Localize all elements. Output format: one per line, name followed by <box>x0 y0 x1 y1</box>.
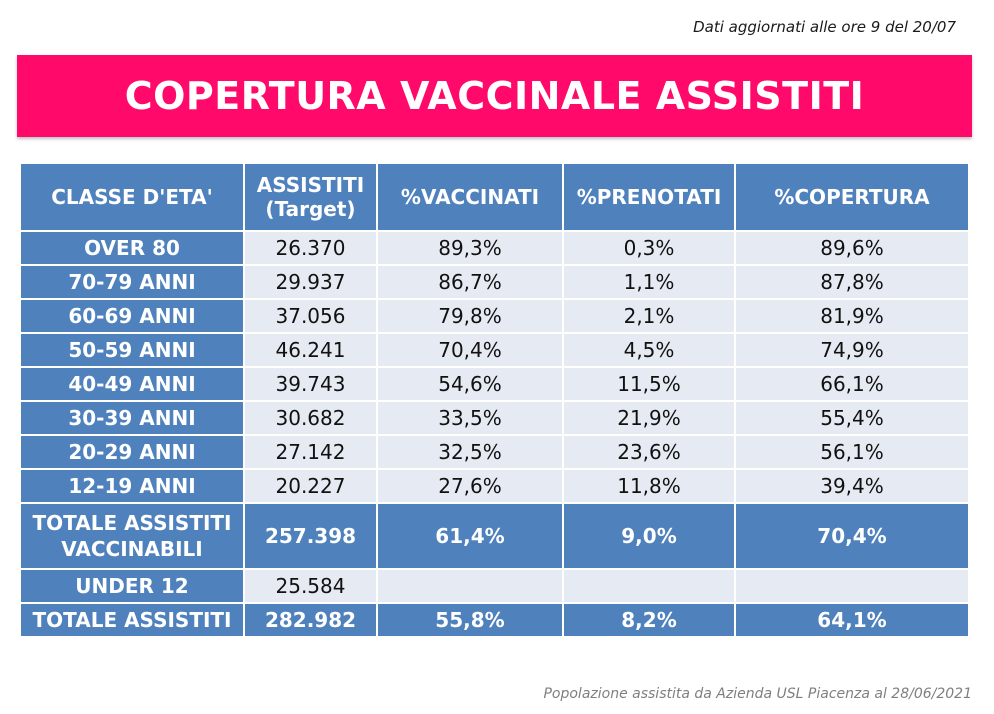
prenotati-cell: 1,1% <box>562 264 736 300</box>
total-vaccinabili-assistiti: 257.398 <box>243 502 378 570</box>
vaccinati-cell: 54,6% <box>376 366 564 402</box>
table-row: 70-79 ANNI 29.937 86,7% 1,1% 87,8% <box>19 264 970 300</box>
assistiti-cell: 46.241 <box>243 332 378 368</box>
header-age-class: CLASSE D'ETA' <box>19 162 245 232</box>
vaccinati-cell: 79,8% <box>376 298 564 334</box>
copertura-cell: 87,8% <box>734 264 970 300</box>
vaccinati-cell: 70,4% <box>376 332 564 368</box>
total-vaccinabili-row: TOTALE ASSISTITI VACCINABILI 257.398 61,… <box>19 502 970 570</box>
copertura-cell: 74,9% <box>734 332 970 368</box>
total-assistiti-label: TOTALE ASSISTITI <box>19 602 245 638</box>
prenotati-cell: 2,1% <box>562 298 736 334</box>
prenotati-cell: 4,5% <box>562 332 736 368</box>
under12-row: UNDER 12 25.584 <box>19 568 970 604</box>
copertura-cell: 39,4% <box>734 468 970 504</box>
prenotati-cell: 11,8% <box>562 468 736 504</box>
age-class-cell: OVER 80 <box>19 230 245 266</box>
total-assistiti-row: TOTALE ASSISTITI 282.982 55,8% 8,2% 64,1… <box>19 602 970 638</box>
header-row: CLASSE D'ETA' ASSISTITI (Target) %VACCIN… <box>19 162 970 232</box>
age-class-cell: 70-79 ANNI <box>19 264 245 300</box>
vaccinati-cell: 32,5% <box>376 434 564 470</box>
total-assistiti-prenotati: 8,2% <box>562 602 736 638</box>
table-row: 40-49 ANNI 39.743 54,6% 11,5% 66,1% <box>19 366 970 402</box>
assistiti-cell: 39.743 <box>243 366 378 402</box>
header-copertura: %COPERTURA <box>734 162 970 232</box>
age-class-cell: 20-29 ANNI <box>19 434 245 470</box>
table-row: 60-69 ANNI 37.056 79,8% 2,1% 81,9% <box>19 298 970 334</box>
header-assistiti-line2: (Target) <box>265 197 356 221</box>
assistiti-cell: 27.142 <box>243 434 378 470</box>
total-vaccinabili-label: TOTALE ASSISTITI VACCINABILI <box>19 502 245 570</box>
total-assistiti-assistiti: 282.982 <box>243 602 378 638</box>
page-title: COPERTURA VACCINALE ASSISTITI <box>124 74 865 118</box>
copertura-cell: 55,4% <box>734 400 970 436</box>
header-assistiti-line1: ASSISTITI <box>256 173 365 197</box>
copertura-cell: 81,9% <box>734 298 970 334</box>
assistiti-cell: 29.937 <box>243 264 378 300</box>
age-class-cell: 30-39 ANNI <box>19 400 245 436</box>
table-row: OVER 80 26.370 89,3% 0,3% 89,6% <box>19 230 970 266</box>
age-class-cell: 40-49 ANNI <box>19 366 245 402</box>
table-row: 50-59 ANNI 46.241 70,4% 4,5% 74,9% <box>19 332 970 368</box>
source-footnote: Popolazione assistita da Azienda USL Pia… <box>543 686 972 702</box>
vaccinati-cell: 86,7% <box>376 264 564 300</box>
total-vaccinabili-copertura: 70,4% <box>734 502 970 570</box>
header-assistiti: ASSISTITI (Target) <box>243 162 378 232</box>
total-assistiti-vaccinati: 55,8% <box>376 602 564 638</box>
assistiti-cell: 30.682 <box>243 400 378 436</box>
table-row: 20-29 ANNI 27.142 32,5% 23,6% 56,1% <box>19 434 970 470</box>
assistiti-cell: 20.227 <box>243 468 378 504</box>
update-note: Dati aggiornati alle ore 9 del 20/07 <box>693 18 956 36</box>
table-row: 30-39 ANNI 30.682 33,5% 21,9% 55,4% <box>19 400 970 436</box>
under12-assistiti: 25.584 <box>243 568 378 604</box>
coverage-table: CLASSE D'ETA' ASSISTITI (Target) %VACCIN… <box>19 162 970 638</box>
assistiti-cell: 37.056 <box>243 298 378 334</box>
age-class-cell: 12-19 ANNI <box>19 468 245 504</box>
vaccinati-cell: 27,6% <box>376 468 564 504</box>
age-class-cell: 50-59 ANNI <box>19 332 245 368</box>
title-banner: COPERTURA VACCINALE ASSISTITI <box>17 55 972 137</box>
total-vaccinabili-label-line2: VACCINABILI <box>61 537 203 561</box>
prenotati-cell: 11,5% <box>562 366 736 402</box>
total-vaccinabili-vaccinati: 61,4% <box>376 502 564 570</box>
table-row: 12-19 ANNI 20.227 27,6% 11,8% 39,4% <box>19 468 970 504</box>
age-class-cell: 60-69 ANNI <box>19 298 245 334</box>
header-prenotati: %PRENOTATI <box>562 162 736 232</box>
copertura-cell: 89,6% <box>734 230 970 266</box>
vaccinati-cell: 33,5% <box>376 400 564 436</box>
copertura-cell: 66,1% <box>734 366 970 402</box>
under12-prenotati <box>562 568 736 604</box>
prenotati-cell: 23,6% <box>562 434 736 470</box>
vaccinati-cell: 89,3% <box>376 230 564 266</box>
copertura-cell: 56,1% <box>734 434 970 470</box>
under12-copertura <box>734 568 970 604</box>
prenotati-cell: 0,3% <box>562 230 736 266</box>
under12-vaccinati <box>376 568 564 604</box>
total-vaccinabili-label-line1: TOTALE ASSISTITI <box>32 511 232 535</box>
header-vaccinati: %VACCINATI <box>376 162 564 232</box>
under12-label: UNDER 12 <box>19 568 245 604</box>
total-assistiti-copertura: 64,1% <box>734 602 970 638</box>
total-vaccinabili-prenotati: 9,0% <box>562 502 736 570</box>
prenotati-cell: 21,9% <box>562 400 736 436</box>
assistiti-cell: 26.370 <box>243 230 378 266</box>
